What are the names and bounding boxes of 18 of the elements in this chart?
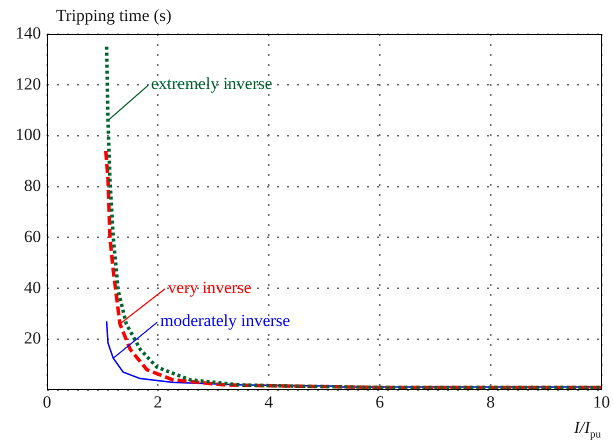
y-tick-label: 120 [16,74,41,94]
x-tick-label: 4 [264,392,274,412]
text: very inverse [168,278,252,298]
y-tick-label: 60 [24,226,41,246]
x-axis-title: I/I$_{pu}$ [574,418,601,440]
y-axis-title: Tripping time (s) [56,6,172,26]
y-tick-label: 20 [24,328,41,348]
y-tick-label: 100 [16,125,41,144]
text: moderately inverse [160,311,290,332]
x-tick-label: 6 [375,392,384,412]
y-tick-label: 140 [16,23,41,42]
y-tick-label: 40 [24,278,41,297]
x-tick-label: 8 [486,392,495,412]
y-tick-label: 80 [24,176,41,196]
x-tick-label: 0 [42,392,52,412]
x-tick-label: 10 [593,392,610,412]
text: extremely inverse [150,74,272,94]
x-tick-label: 2 [154,392,162,412]
